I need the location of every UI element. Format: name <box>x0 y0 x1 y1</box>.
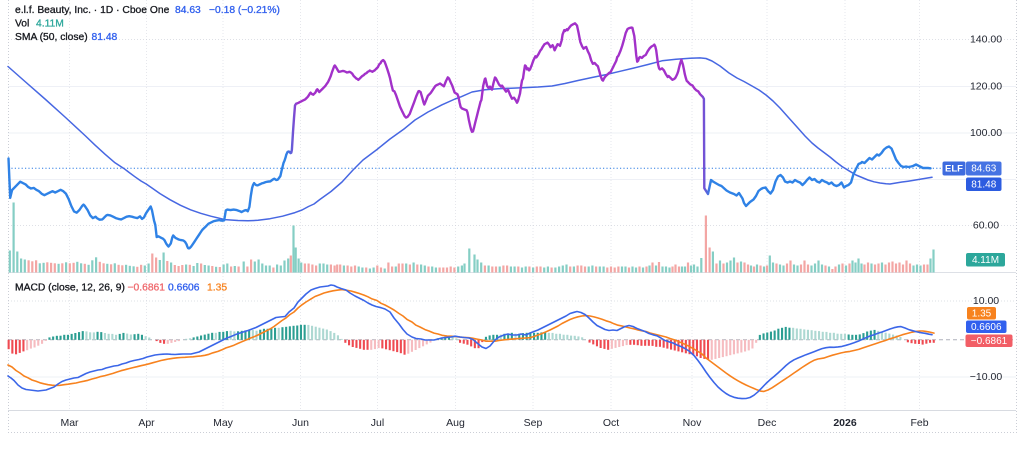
svg-text:−0.6861: −0.6861 <box>128 283 166 294</box>
svg-text:81.48: 81.48 <box>92 32 118 43</box>
svg-text:100.00: 100.00 <box>970 127 1002 139</box>
svg-text:MACD (close, 12, 26, 9): MACD (close, 12, 26, 9) <box>15 283 125 294</box>
svg-text:Oct: Oct <box>603 417 619 429</box>
svg-text:120.00: 120.00 <box>970 81 1002 93</box>
svg-text:−0.6861: −0.6861 <box>971 336 1008 347</box>
svg-text:ELF: ELF <box>945 164 963 175</box>
svg-text:SMA (50, close): SMA (50, close) <box>15 32 88 43</box>
svg-text:2026: 2026 <box>833 417 857 429</box>
svg-text:Vol: Vol <box>15 19 29 30</box>
svg-text:140.00: 140.00 <box>970 34 1002 46</box>
svg-text:Nov: Nov <box>683 417 702 429</box>
svg-text:May: May <box>213 417 234 429</box>
svg-text:1.35: 1.35 <box>207 283 227 294</box>
svg-text:Mar: Mar <box>60 417 79 429</box>
svg-text:84.63: 84.63 <box>175 5 201 16</box>
svg-text:60.00: 60.00 <box>973 220 999 232</box>
svg-text:Sep: Sep <box>524 417 543 429</box>
svg-text:Dec: Dec <box>758 417 777 429</box>
svg-text:Apr: Apr <box>138 417 155 429</box>
svg-text:84.63: 84.63 <box>971 164 996 175</box>
svg-text:4.11M: 4.11M <box>972 255 999 266</box>
svg-text:Aug: Aug <box>446 417 465 429</box>
svg-text:Jul: Jul <box>371 417 384 429</box>
svg-text:1.35: 1.35 <box>972 308 992 319</box>
svg-text:0.6606: 0.6606 <box>971 322 1002 333</box>
svg-text:−0.18 (−0.21%): −0.18 (−0.21%) <box>209 5 280 16</box>
svg-text:81.48: 81.48 <box>971 179 996 190</box>
svg-text:4.11M: 4.11M <box>36 19 64 30</box>
svg-text:e.l.f. Beauty, Inc. · 1D · Cbo: e.l.f. Beauty, Inc. · 1D · Cboe One <box>15 5 170 16</box>
svg-text:10.00: 10.00 <box>973 295 999 307</box>
svg-text:0.6606: 0.6606 <box>168 283 200 294</box>
svg-text:Jun: Jun <box>292 417 309 429</box>
svg-text:Feb: Feb <box>910 417 928 429</box>
svg-text:−10.00: −10.00 <box>970 371 1003 383</box>
